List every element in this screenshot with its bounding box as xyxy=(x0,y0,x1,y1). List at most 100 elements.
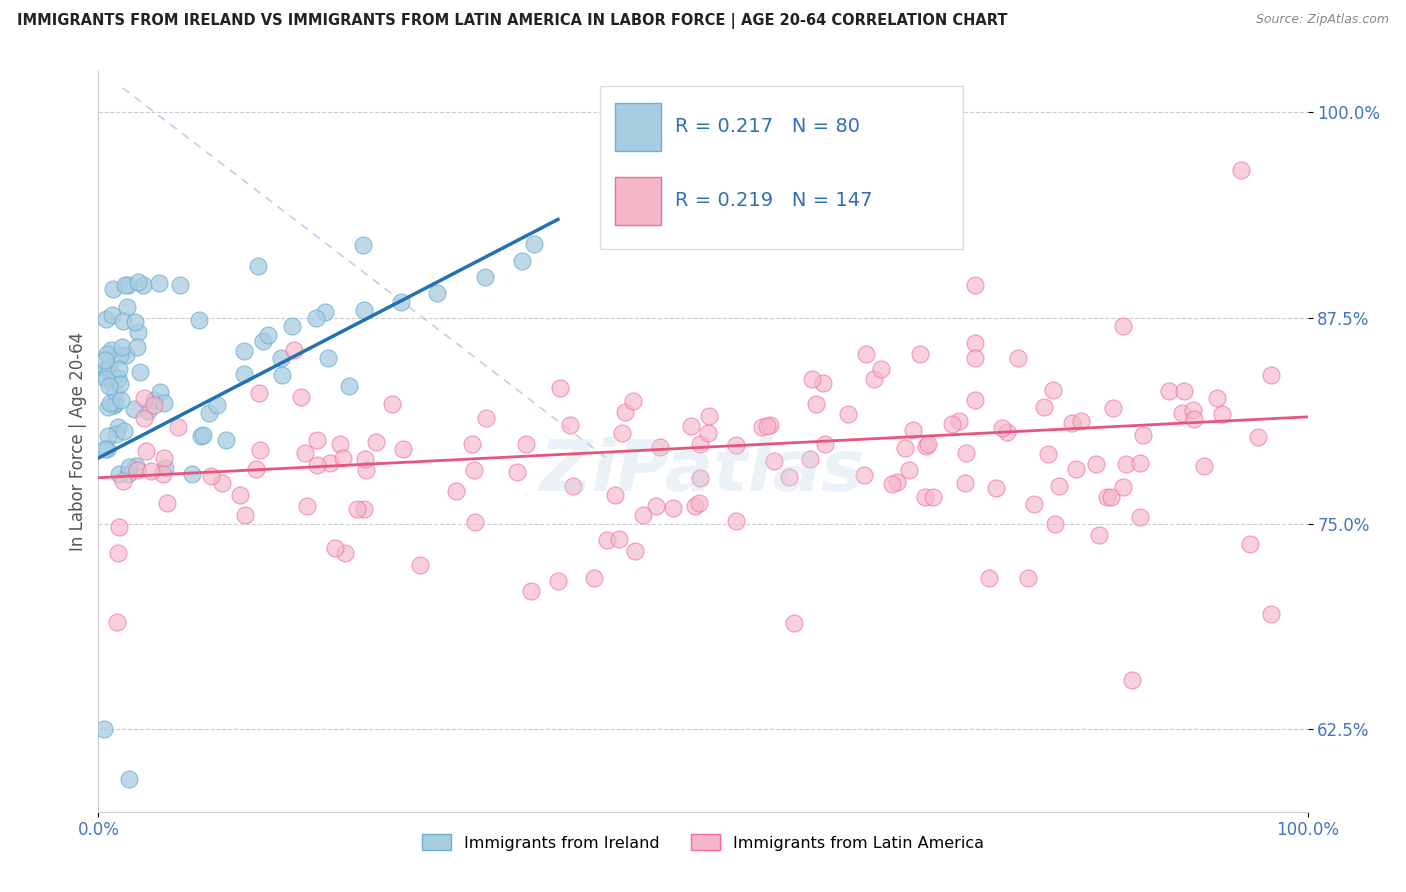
Point xyxy=(100,343,122,357)
Point xyxy=(105,615,128,629)
Point xyxy=(305,433,328,447)
Point xyxy=(249,385,271,400)
Point xyxy=(118,772,141,786)
Point xyxy=(463,463,485,477)
Point xyxy=(111,474,134,488)
Point xyxy=(631,508,654,522)
Point xyxy=(853,467,876,482)
Point xyxy=(124,315,146,329)
Point xyxy=(117,301,139,315)
Point xyxy=(256,327,278,342)
Point xyxy=(103,369,125,384)
Point xyxy=(96,442,118,456)
Text: IMMIGRANTS FROM IRELAND VS IMMIGRANTS FROM LATIN AMERICA IN LABOR FORCE | AGE 20: IMMIGRANTS FROM IRELAND VS IMMIGRANTS FR… xyxy=(17,13,1007,29)
Point xyxy=(107,546,129,560)
Point xyxy=(1112,480,1135,494)
Point xyxy=(211,475,233,490)
Point xyxy=(97,400,120,414)
Point xyxy=(763,454,786,468)
Point xyxy=(688,496,710,510)
Point xyxy=(389,294,412,309)
Point xyxy=(125,340,148,354)
Point xyxy=(1173,384,1195,399)
Point xyxy=(112,314,135,328)
Point xyxy=(290,390,312,404)
Point xyxy=(281,319,304,334)
Point xyxy=(814,437,837,451)
Point xyxy=(1042,384,1064,398)
Point xyxy=(1007,351,1029,365)
Point xyxy=(510,253,533,268)
Point xyxy=(319,456,342,470)
Point xyxy=(561,479,583,493)
Point xyxy=(1102,401,1125,415)
Point xyxy=(314,304,336,318)
Point xyxy=(1157,384,1180,398)
Point xyxy=(117,467,139,482)
Point xyxy=(1211,407,1233,421)
Point xyxy=(169,278,191,293)
Point xyxy=(353,502,375,516)
Point xyxy=(506,465,529,479)
Point xyxy=(948,414,970,428)
Point xyxy=(346,502,368,516)
Point xyxy=(915,439,938,453)
Point xyxy=(114,278,136,293)
Point xyxy=(94,442,117,457)
Point xyxy=(115,348,138,362)
Point xyxy=(547,574,569,589)
Point xyxy=(801,372,824,386)
Point xyxy=(156,496,179,510)
Point xyxy=(94,353,117,368)
Point xyxy=(755,419,778,434)
Bar xyxy=(614,177,661,225)
Point xyxy=(229,488,252,502)
Point xyxy=(136,404,159,418)
Point xyxy=(117,278,139,293)
Point xyxy=(523,237,546,252)
Point xyxy=(648,440,671,454)
Point xyxy=(1036,447,1059,461)
Point xyxy=(143,392,166,407)
Point xyxy=(886,475,908,489)
Point xyxy=(142,398,165,412)
FancyBboxPatch shape xyxy=(600,87,963,249)
Point xyxy=(607,533,630,547)
Point xyxy=(111,339,134,353)
Point xyxy=(778,470,800,484)
Point xyxy=(977,571,1000,585)
Point xyxy=(316,351,339,365)
Point xyxy=(661,501,683,516)
Point xyxy=(245,462,267,476)
Point xyxy=(139,465,162,479)
Point xyxy=(917,437,939,451)
Point xyxy=(129,366,152,380)
Point xyxy=(294,446,316,460)
Point xyxy=(1206,391,1229,405)
Point xyxy=(901,423,924,437)
Point xyxy=(335,546,357,560)
Point xyxy=(152,395,174,409)
Point xyxy=(149,384,172,399)
Point xyxy=(94,362,117,376)
Point xyxy=(689,436,711,450)
Point xyxy=(1260,607,1282,622)
Point xyxy=(724,514,747,528)
Point xyxy=(605,488,627,502)
Point xyxy=(855,347,877,361)
Point xyxy=(353,302,375,317)
Point xyxy=(181,467,204,482)
Point xyxy=(108,347,131,361)
Point xyxy=(1128,509,1150,524)
Point xyxy=(880,477,903,491)
Point xyxy=(409,558,432,572)
Point xyxy=(689,471,711,485)
Point xyxy=(837,408,859,422)
Point xyxy=(548,381,571,395)
Point xyxy=(725,437,748,451)
Point xyxy=(233,508,256,523)
Point xyxy=(965,336,987,351)
Point xyxy=(515,436,537,450)
Point xyxy=(107,467,129,482)
Point xyxy=(197,406,219,420)
